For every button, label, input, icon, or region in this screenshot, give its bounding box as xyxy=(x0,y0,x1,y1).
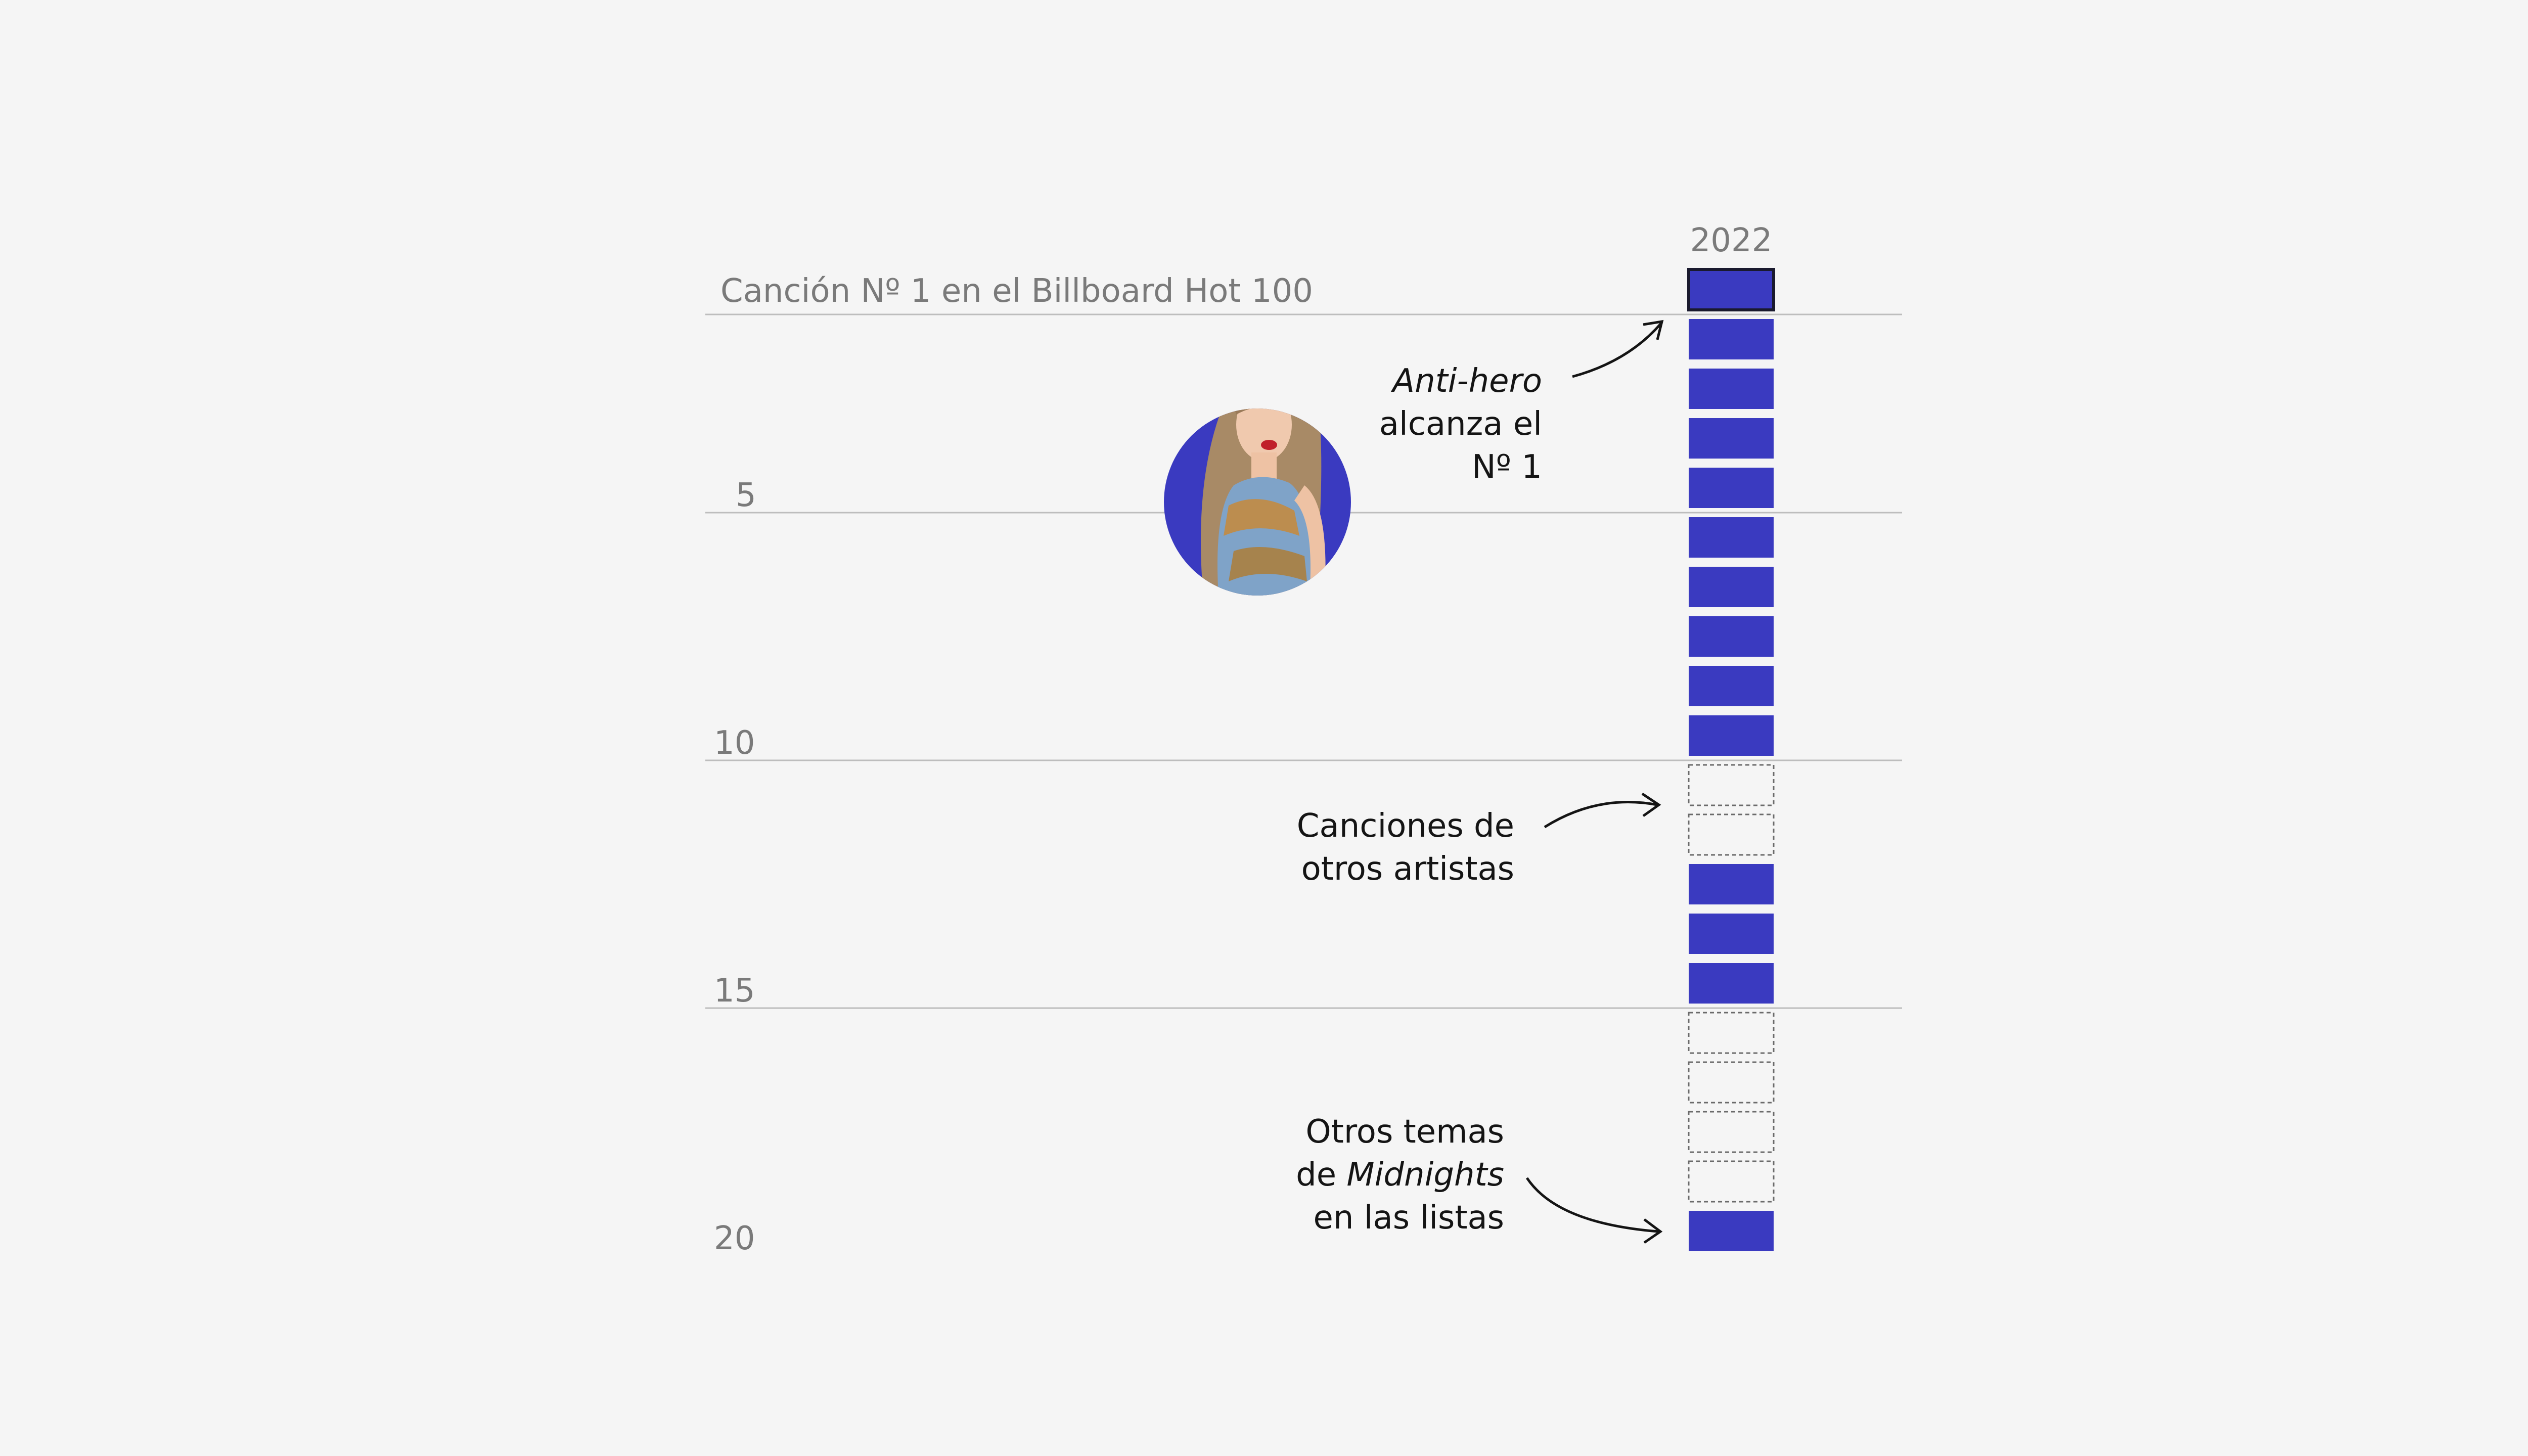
bar-taylor-rank-15 xyxy=(1689,963,1774,1004)
arrow-other-artists-head xyxy=(1641,792,1661,817)
arrow-other-artists xyxy=(1544,801,1658,829)
annotation-midnights-line2: de Midnights xyxy=(1296,1156,1504,1194)
bar-other-rank-18 xyxy=(1688,1111,1775,1153)
bar-taylor-rank-5 xyxy=(1689,468,1774,508)
bar-taylor-rank-6 xyxy=(1689,517,1774,558)
annotation-midnights: Otros temas de Midnights en las listas xyxy=(1296,1113,1663,1244)
annotation-midnights-line1: Otros temas xyxy=(1305,1113,1504,1151)
y-tick-label: 15 xyxy=(714,972,755,1010)
y-tick-label: 5 xyxy=(736,477,756,514)
y-tick-label: 10 xyxy=(714,724,755,762)
bar-other-rank-16 xyxy=(1688,1012,1775,1054)
annotation-other-artists-line2: otros artistas xyxy=(1301,850,1514,888)
bar-other-rank-12 xyxy=(1688,813,1775,856)
arrow-midnights xyxy=(1525,1177,1659,1233)
annotation-other-artists: Canciones de otros artistas xyxy=(1297,792,1661,888)
face-shape xyxy=(1236,408,1292,461)
chart-title: Canción Nº 1 en el Billboard Hot 100 xyxy=(720,272,1313,310)
gridlines xyxy=(705,313,1902,1009)
annotation-other-artists-line1: Canciones de xyxy=(1297,807,1514,845)
bar-taylor-rank-8 xyxy=(1689,616,1774,657)
bar-other-rank-17 xyxy=(1688,1061,1775,1104)
bar-other-rank-19 xyxy=(1688,1160,1775,1203)
arrow-anti-hero-head xyxy=(1643,320,1664,340)
arrow-midnights-head xyxy=(1643,1218,1663,1244)
y-axis-ticks: 5 10 15 20 xyxy=(714,477,756,1257)
annotation-anti-hero: Anti-hero alcanza el Nº 1 xyxy=(1379,320,1664,486)
bar-taylor-rank-3 xyxy=(1689,369,1774,409)
bar-taylor-rank-14 xyxy=(1689,914,1774,954)
annotation-midnights-album: Midnights xyxy=(1346,1156,1504,1194)
bar-taylor-rank-10 xyxy=(1689,715,1774,756)
bar-taylor-rank-20 xyxy=(1689,1211,1774,1251)
bar-taylor-rank-13 xyxy=(1689,864,1774,904)
annotation-anti-hero-line2: alcanza el xyxy=(1379,405,1542,443)
annotation-midnights-prefix: de xyxy=(1296,1156,1346,1194)
arrow-anti-hero xyxy=(1572,323,1662,378)
bar-taylor-rank-4 xyxy=(1689,418,1774,459)
y-tick-label: 20 xyxy=(714,1220,755,1257)
bar-other-rank-11 xyxy=(1688,764,1775,806)
bar-taylor-rank-1 xyxy=(1687,268,1775,311)
bar-taylor-rank-7 xyxy=(1689,567,1774,607)
bar-taylor-rank-2 xyxy=(1689,319,1774,359)
annotation-midnights-line3: en las listas xyxy=(1313,1199,1504,1237)
artist-photo xyxy=(1164,408,1351,596)
annotation-anti-hero-song: Anti-hero xyxy=(1390,362,1542,400)
bar-taylor-rank-9 xyxy=(1689,666,1774,706)
column-header: 2022 xyxy=(1690,222,1773,259)
bars xyxy=(1687,268,1775,1251)
annotation-anti-hero-line3: Nº 1 xyxy=(1472,448,1542,486)
